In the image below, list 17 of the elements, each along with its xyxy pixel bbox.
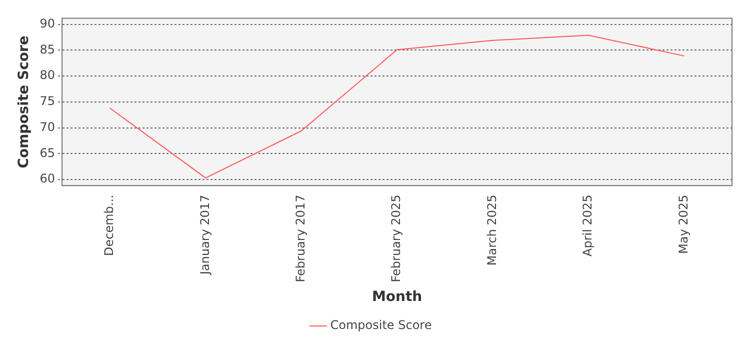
x-tick-label: Decemb...	[102, 194, 116, 256]
y-tick-label: 75	[40, 94, 56, 108]
x-tick-label: April 2025	[580, 194, 595, 256]
x-axis-title: Month	[372, 289, 422, 306]
y-tick-label: 70	[40, 120, 56, 134]
x-tick-label: February 2017	[293, 194, 308, 282]
legend-label: Composite Score	[330, 318, 432, 332]
x-tick-label: February 2025	[389, 194, 404, 282]
x-tick-label: March 2025	[484, 194, 499, 266]
y-tick-label: 60	[40, 172, 56, 186]
y-tick-label: 80	[40, 68, 56, 82]
y-tick-label: 85	[40, 42, 56, 56]
x-tick-label: May 2025	[676, 194, 690, 254]
y-tick-label: 90	[40, 16, 56, 31]
y-axis-title: Composite Score	[16, 36, 32, 168]
x-tick-label: January 2017	[198, 194, 212, 276]
y-tick-label: 65	[40, 146, 56, 160]
